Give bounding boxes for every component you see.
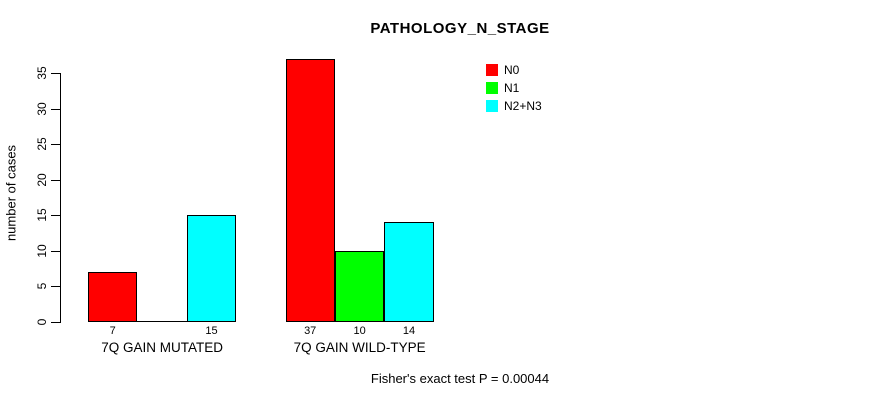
legend-entry: N1 bbox=[486, 82, 542, 94]
legend-swatch-icon bbox=[486, 64, 498, 76]
y-axis-tick-label: 10 bbox=[35, 244, 49, 258]
bar-value-label: 37 bbox=[304, 325, 317, 337]
y-axis-tick-label: 20 bbox=[35, 173, 49, 187]
bar-value-label: 7 bbox=[109, 325, 116, 337]
y-axis-tick-label: 0 bbox=[35, 318, 49, 326]
y-axis-tick bbox=[51, 179, 60, 181]
y-axis-tick bbox=[51, 73, 60, 74]
bar-n2-n3 bbox=[186, 215, 237, 322]
legend-entry: N2+N3 bbox=[486, 100, 542, 112]
y-axis-tick-label: 5 bbox=[35, 283, 49, 290]
chart-title: PATHOLOGY_N_STAGE bbox=[370, 20, 550, 37]
bar-n0 bbox=[285, 58, 335, 322]
bar-n2-n3 bbox=[384, 222, 434, 322]
legend: N0 N1 N2+N3 bbox=[486, 64, 542, 112]
y-axis-tick bbox=[51, 215, 60, 217]
legend-label: N1 bbox=[504, 81, 520, 95]
legend-swatch-icon bbox=[486, 100, 498, 112]
bar-value-label: 14 bbox=[402, 325, 416, 337]
bar-n1-zero bbox=[137, 321, 187, 322]
bar-value-label: 15 bbox=[205, 325, 218, 337]
legend-entry: N0 bbox=[486, 64, 542, 76]
y-axis-tick bbox=[51, 322, 60, 323]
legend-label: N2+N3 bbox=[504, 99, 542, 113]
y-axis-line bbox=[60, 73, 61, 323]
category-label: 7Q GAIN MUTATED bbox=[101, 340, 223, 355]
bar-n1 bbox=[334, 250, 385, 322]
y-axis-tick-label: 30 bbox=[35, 101, 49, 116]
bar-n0 bbox=[88, 272, 138, 322]
y-axis-tick-label: 15 bbox=[35, 208, 49, 222]
fisher-test-annotation: Fisher's exact test P = 0.00044 bbox=[370, 371, 550, 386]
category-label: 7Q GAIN WILD-TYPE bbox=[293, 340, 426, 355]
y-axis-tick-label: 35 bbox=[35, 66, 49, 80]
y-axis-tick bbox=[51, 250, 60, 252]
legend-label: N0 bbox=[504, 63, 520, 77]
y-axis-tick-label: 25 bbox=[35, 137, 49, 151]
y-axis-tick bbox=[51, 108, 60, 110]
legend-swatch-icon bbox=[486, 82, 498, 94]
y-axis-tick bbox=[51, 144, 60, 146]
bar-value-label: 10 bbox=[353, 325, 366, 337]
y-axis-tick bbox=[51, 286, 60, 288]
